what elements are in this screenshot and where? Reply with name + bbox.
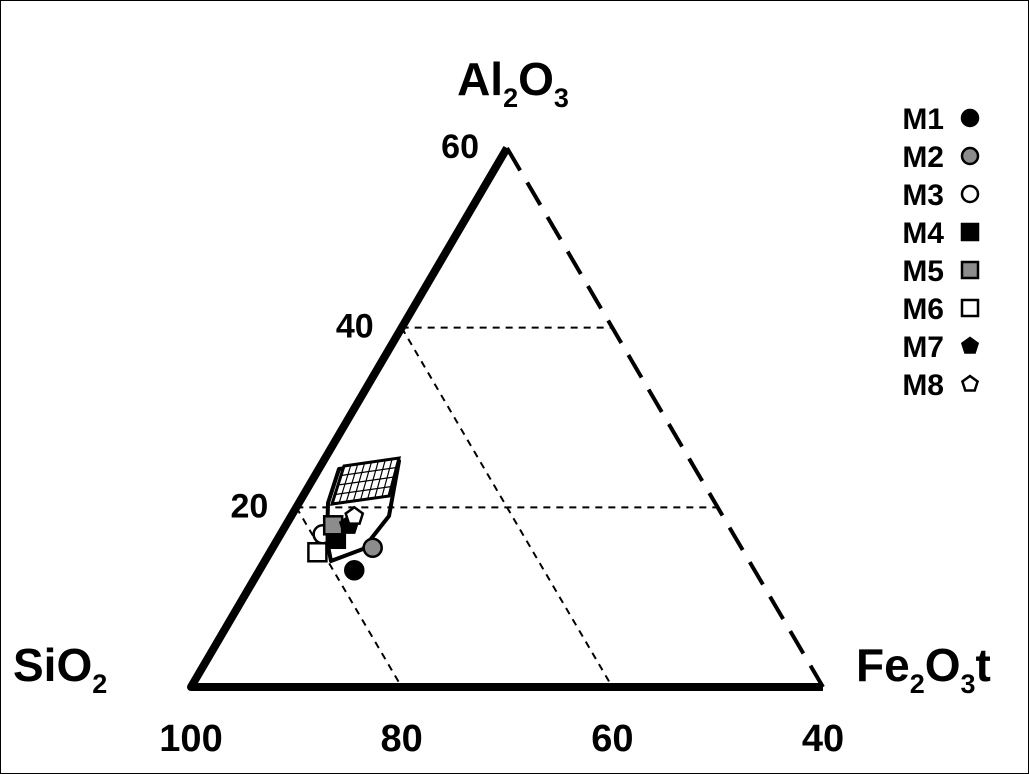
axis-dashed-right [505,146,825,689]
hatch-line [337,476,395,486]
legend-label-m1: M1 [902,103,944,136]
axis-solid [187,145,823,691]
tick-label-bottom: 100 [159,718,222,760]
legend-label-m3: M3 [902,179,944,212]
axes-layer [187,145,825,691]
tick-label-bottom: 60 [591,718,633,760]
labels-layer: Al2O3 SiO2 Fe2O3t 60 40 20 100 80 60 40 [13,53,991,760]
legend-label-m7: M7 [902,331,944,364]
gridline-sio2-80 [295,506,403,688]
tick-label-left: 40 [336,308,374,346]
data-point-m6 [307,542,328,563]
legend-marker-m6 [960,298,980,318]
data-point-m5 [322,515,344,536]
tick-label-bottom: 40 [802,718,844,760]
hatch-line [334,485,392,496]
legend-label-m5: M5 [902,255,944,288]
data-point-m8 [344,505,365,525]
grid-layer [295,326,718,688]
apex-label-top: Al2O3 [457,53,569,113]
data-point-m1 [344,559,365,581]
hatch-line [340,466,397,477]
points-layer [307,505,383,581]
legend-marker-m8 [960,374,980,392]
apex-label-left: SiO2 [13,639,107,699]
legend-marker-m7 [960,336,980,354]
legend-label-m6: M6 [902,293,944,326]
compositional-field [325,456,402,563]
legend-marker-m2 [960,146,980,166]
apex-label-right: Fe2O3t [856,639,991,699]
tick-label-left: 60 [441,128,479,166]
legend-marker-m4 [960,222,980,242]
legend-label-m2: M2 [902,141,944,174]
legend: M1 M2 M3 M4 M5 M6 M7 M8 [902,103,980,402]
tick-label-bottom: 80 [381,718,423,760]
legend-marker-m3 [960,184,980,204]
legend-label-m8: M8 [902,369,944,402]
legend-marker-m1 [960,108,980,128]
data-point-m2 [362,537,383,559]
legend-marker-m5 [960,260,980,280]
legend-label-m4: M4 [902,217,944,250]
gridline-sio2-60 [400,327,614,688]
tick-label-left: 20 [231,487,269,525]
